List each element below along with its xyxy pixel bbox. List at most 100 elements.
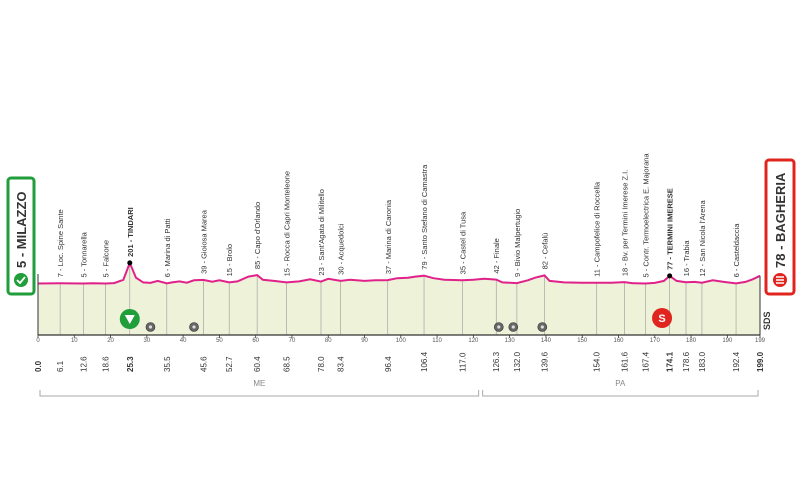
waypoint-km-label: 183.0 bbox=[698, 351, 707, 372]
waypoint-label: 77 - TERMINI IMERESE bbox=[666, 188, 675, 270]
x-tick-label: 170 bbox=[650, 338, 661, 344]
km-label-layer: 0.0 6.1 12.6 18.6 25.3 35.5 45.6 52.7 60.4 68.5 78… bbox=[34, 351, 765, 372]
waypoint-km-label: 126.3 bbox=[492, 351, 501, 372]
waypoint-km-label: 167.4 bbox=[641, 351, 650, 372]
x-tick-label: 80 bbox=[325, 338, 332, 344]
waypoint-label: 12 - San Nicola l'Arena bbox=[698, 199, 707, 276]
x-tick-label: 150 bbox=[577, 338, 588, 344]
sds-label: SDS bbox=[762, 311, 772, 330]
waypoint-label: 35 - Castel di Tusa bbox=[458, 211, 467, 274]
waypoint-km-label: 45.6 bbox=[199, 356, 208, 372]
waypoint-label: 5 - Tonnarella bbox=[80, 231, 89, 277]
x-tick-label: 70 bbox=[289, 338, 296, 344]
sprint-marker-label: S bbox=[658, 313, 665, 325]
x-tick-label: 180 bbox=[686, 338, 697, 344]
x-tick-label: 0 bbox=[36, 338, 40, 344]
waypoint-label: 18 - Bv. per Termini Imerese Z.I. bbox=[620, 170, 629, 276]
waypoint-label: 16 - Trabia bbox=[682, 240, 691, 277]
waypoint-label: 9 - Bivio Malpertugio bbox=[513, 209, 522, 277]
start-flag-icon bbox=[14, 273, 28, 287]
km-marker-icon-center bbox=[540, 325, 544, 329]
waypoint-km-label: 132.0 bbox=[513, 351, 522, 372]
profile-line-layer bbox=[37, 260, 761, 285]
waypoint-label: 82 - Cefalù bbox=[540, 233, 549, 270]
waypoint-label: 5 - Contr. Termoelectrica E. Majorana bbox=[641, 153, 650, 278]
profile-area bbox=[38, 262, 760, 335]
waypoint-km-label: 96.4 bbox=[384, 356, 393, 372]
waypoint-label: 15 - Rocca di Capri Monteleone bbox=[283, 171, 292, 276]
waypoint-label: 30 - Acquedolci bbox=[337, 223, 346, 275]
x-tick-label: 160 bbox=[613, 338, 624, 344]
waypoint-label: 37 - Marina di Caronia bbox=[384, 199, 393, 274]
province-bracket bbox=[482, 390, 759, 397]
x-tick-label: 20 bbox=[107, 338, 114, 344]
waypoint-km-label: 6.1 bbox=[56, 360, 65, 372]
x-tick-label: 100 bbox=[396, 338, 407, 344]
waypoint-km-label: 117.0 bbox=[458, 352, 467, 372]
x-tick-label: 199 bbox=[755, 338, 766, 344]
km-marker-icon-center bbox=[192, 325, 196, 329]
x-tick-label: 10 bbox=[71, 338, 78, 344]
waypoint-km-label: 139.6 bbox=[540, 351, 549, 372]
waypoint-km-label: 52.7 bbox=[225, 356, 234, 372]
province-label: ME bbox=[253, 379, 265, 388]
waypoint-km-label: 18.6 bbox=[101, 356, 110, 372]
x-tick-label: 40 bbox=[180, 338, 187, 344]
waypoint-label: 11 - Campofelice di Roccella bbox=[593, 181, 602, 277]
waypoint-km-label: 192.4 bbox=[732, 351, 741, 372]
profile-fill-layer bbox=[38, 262, 760, 335]
marker-layer: S bbox=[119, 260, 673, 332]
x-tick-label: 120 bbox=[468, 338, 479, 344]
km-marker-icon-center bbox=[148, 325, 153, 329]
waypoint-label: 42 - Finale bbox=[492, 238, 501, 273]
waypoint-km-label: 0.0 bbox=[34, 360, 43, 372]
waypoint-label: 23 - Sant'Agata di Militello bbox=[317, 189, 326, 275]
finish-box: 78 - BAGHERIA bbox=[764, 158, 796, 296]
x-tick-label: 190 bbox=[722, 338, 733, 344]
profile-line bbox=[37, 260, 761, 285]
waypoint-label: 39 - Gioiosa Marea bbox=[199, 209, 208, 274]
province-bracket bbox=[39, 390, 480, 397]
waypoint-label: 79 - Santo Stefano di Camastra bbox=[420, 164, 429, 270]
km-marker-icon-center bbox=[497, 325, 501, 329]
start-town-label: 5 - MILAZZO bbox=[14, 191, 29, 268]
waypoint-km-label: 12.6 bbox=[80, 356, 89, 372]
waypoint-km-label: 25.3 bbox=[126, 356, 135, 372]
x-tick-label: 90 bbox=[361, 338, 368, 344]
waypoint-km-label: 199.0 bbox=[756, 351, 765, 372]
waypoint-label: 6 - Marina di Patti bbox=[163, 218, 172, 277]
province-layer: ME PA bbox=[39, 379, 759, 397]
waypoint-km-label: 78.0 bbox=[317, 356, 326, 372]
waypoint-label: 201 - TINDARI bbox=[126, 207, 135, 257]
axis-layer: 0 10 20 30 40 50 60 70 80 90 100 110 120 130 140 150 160… bbox=[36, 274, 766, 344]
km-marker-icon-center bbox=[511, 325, 515, 329]
waypoint-label: 85 - Capo d'Orlando bbox=[253, 202, 262, 269]
finish-town-label: 78 - BAGHERIA bbox=[773, 172, 788, 268]
waypoint-km-label: 106.4 bbox=[420, 351, 429, 372]
waypoint-km-label: 60.4 bbox=[253, 356, 262, 372]
waypoint-km-label: 68.5 bbox=[283, 356, 292, 372]
province-label: PA bbox=[615, 379, 626, 388]
waypoint-grid-layer bbox=[59, 262, 737, 335]
waypoint-km-label: 174.1 bbox=[666, 351, 675, 372]
sprint-marker-icon bbox=[652, 308, 673, 328]
x-tick-label: 130 bbox=[505, 338, 516, 344]
x-tick-label: 140 bbox=[541, 338, 552, 344]
x-tick-label: 60 bbox=[252, 338, 259, 344]
waypoint-label: 15 - Brolo bbox=[225, 244, 234, 277]
waypoint-km-label: 35.5 bbox=[163, 356, 172, 372]
x-tick-label: 110 bbox=[432, 338, 442, 344]
waypoint-km-label: 154.0 bbox=[593, 351, 602, 372]
x-tick-label: 30 bbox=[144, 338, 151, 344]
waypoint-km-label: 161.6 bbox=[620, 351, 629, 372]
start-marker-arrow bbox=[124, 315, 135, 324]
waypoint-label: 7 - Loc. Spine Sante bbox=[56, 209, 65, 277]
waypoint-label: 5 - Falcone bbox=[101, 240, 110, 278]
peak-dot bbox=[667, 273, 673, 279]
waypoint-km-label: 83.4 bbox=[337, 356, 346, 372]
x-tick-label: 50 bbox=[216, 338, 223, 344]
waypoint-label: 6 - Casteldaccia bbox=[732, 223, 741, 278]
waypoint-km-label: 178.6 bbox=[682, 351, 691, 372]
peak-dot bbox=[127, 260, 133, 266]
